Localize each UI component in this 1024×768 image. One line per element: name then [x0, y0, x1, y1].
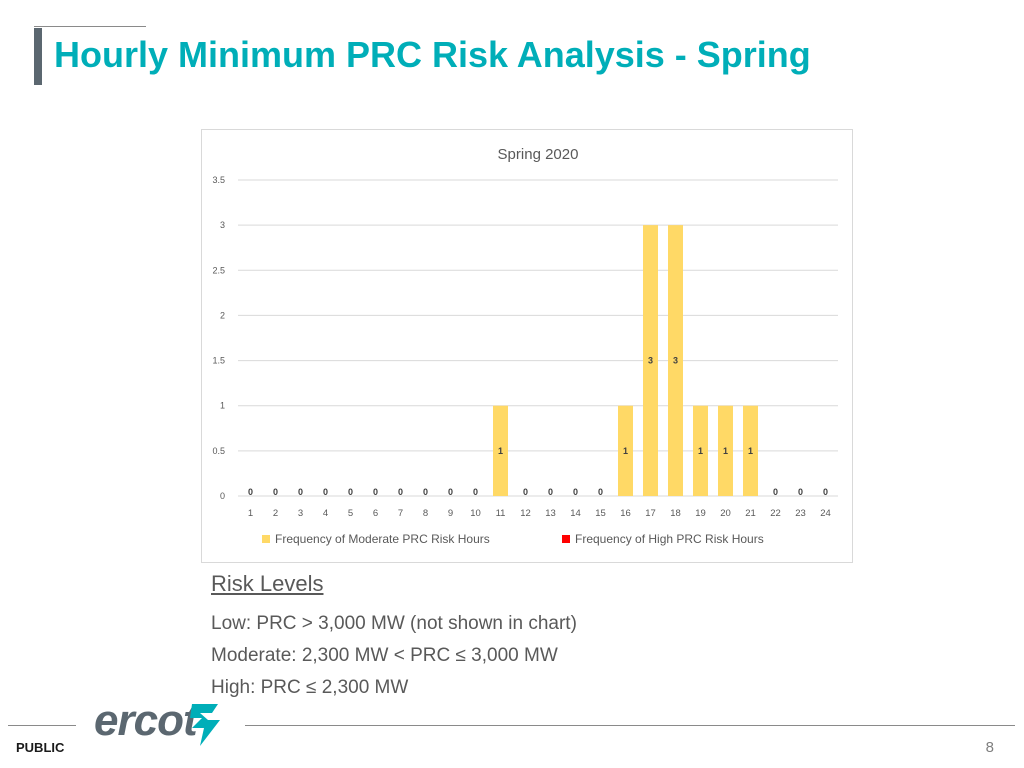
- x-tick-label: 5: [348, 508, 353, 519]
- y-tick-label: 3: [220, 220, 225, 230]
- x-tick-label: 2: [273, 508, 278, 519]
- data-label: 0: [448, 487, 453, 497]
- legend-label-high: Frequency of High PRC Risk Hours: [575, 532, 764, 546]
- x-tick-label: 19: [695, 508, 706, 519]
- y-tick-label: 0.5: [212, 446, 225, 456]
- x-tick-label: 8: [423, 508, 428, 519]
- bar-moderate-hour-20: [718, 405, 733, 496]
- x-tick-label: 22: [770, 508, 781, 519]
- x-tick-label: 13: [545, 508, 556, 519]
- y-tick-label: 1.5: [212, 356, 225, 366]
- legend-label-moderate: Frequency of Moderate PRC Risk Hours: [275, 532, 490, 546]
- risk-moderate: Moderate: 2,300 MW < PRC ≤ 3,000 MW: [211, 645, 558, 666]
- spring-2020-chart: Spring 202000.511.522.533.50102030405060…: [212, 146, 838, 546]
- page-number: 8: [985, 739, 994, 756]
- y-tick-label: 2: [220, 310, 225, 320]
- data-label: 0: [798, 487, 803, 497]
- bar-moderate-hour-11: [493, 405, 508, 496]
- data-label: 0: [598, 487, 603, 497]
- data-label: 0: [298, 487, 303, 497]
- chart-title: Spring 2020: [498, 146, 579, 163]
- footer-divider-right: [245, 725, 1015, 726]
- bar-moderate-hour-21: [743, 405, 758, 496]
- x-tick-label: 15: [595, 508, 606, 519]
- data-label: 1: [498, 446, 503, 456]
- risk-high: High: PRC ≤ 2,300 MW: [211, 677, 409, 698]
- bar-moderate-hour-19: [693, 405, 708, 496]
- x-tick-label: 1: [248, 508, 253, 519]
- data-label: 0: [323, 487, 328, 497]
- x-tick-label: 3: [298, 508, 303, 519]
- data-label: 1: [723, 446, 728, 456]
- x-tick-label: 17: [645, 508, 656, 519]
- data-label: 0: [773, 487, 778, 497]
- x-tick-label: 6: [373, 508, 378, 519]
- title-accent-bar: [34, 28, 42, 85]
- legend-swatch-high: [562, 535, 570, 543]
- x-tick-label: 12: [520, 508, 531, 519]
- data-label: 3: [673, 356, 678, 366]
- x-tick-label: 18: [670, 508, 681, 519]
- x-tick-label: 21: [745, 508, 756, 519]
- x-tick-label: 23: [795, 508, 806, 519]
- bar-moderate-hour-17: [643, 225, 658, 496]
- x-tick-label: 10: [470, 508, 481, 519]
- data-label: 0: [523, 487, 528, 497]
- x-tick-label: 24: [820, 508, 831, 519]
- risk-levels-heading: Risk Levels: [211, 571, 324, 596]
- x-tick-label: 16: [620, 508, 631, 519]
- y-tick-label: 3.5: [212, 175, 225, 185]
- footer-divider-left: [8, 725, 76, 726]
- x-tick-label: 9: [448, 508, 453, 519]
- risk-levels: Risk Levels Low: PRC > 3,000 MW (not sho…: [211, 570, 577, 704]
- data-label: 0: [273, 487, 278, 497]
- chart-frame: Spring 2020 0 0.5 1 1.5 2 2.5 3 3.5 0 1 0 2 0 3 0 4 0 5 0 6 0…: [201, 129, 853, 563]
- x-tick-label: 20: [720, 508, 731, 519]
- data-label: 1: [698, 446, 703, 456]
- logo-wordmark: ercot: [94, 696, 198, 745]
- data-label: 0: [573, 487, 578, 497]
- data-label: 0: [373, 487, 378, 497]
- y-tick-label: 1: [220, 401, 225, 411]
- data-label: 0: [398, 487, 403, 497]
- y-tick-label: 0: [220, 491, 225, 501]
- classification-label: PUBLIC: [16, 740, 65, 755]
- legend-swatch-moderate: [262, 535, 270, 543]
- data-label: 1: [748, 446, 753, 456]
- data-label: 0: [423, 487, 428, 497]
- x-tick-label: 4: [323, 508, 328, 519]
- x-tick-label: 7: [398, 508, 403, 519]
- y-tick-label: 2.5: [212, 265, 225, 275]
- data-label: 0: [473, 487, 478, 497]
- data-label: 0: [248, 487, 253, 497]
- data-label: 1: [623, 446, 628, 456]
- data-label: 0: [548, 487, 553, 497]
- x-tick-label: 11: [496, 508, 506, 519]
- risk-low: Low: PRC > 3,000 MW (not shown in chart): [211, 613, 577, 634]
- data-label: 0: [823, 487, 828, 497]
- data-label: 3: [648, 356, 653, 366]
- bar-moderate-hour-18: [668, 225, 683, 496]
- bar-moderate-hour-16: [618, 405, 633, 496]
- slide-title: Hourly Minimum PRC Risk Analysis - Sprin…: [54, 34, 811, 75]
- title-rule: [34, 26, 146, 27]
- x-tick-label: 14: [570, 508, 581, 519]
- data-label: 0: [348, 487, 353, 497]
- lightning-bolt-icon: [190, 704, 220, 746]
